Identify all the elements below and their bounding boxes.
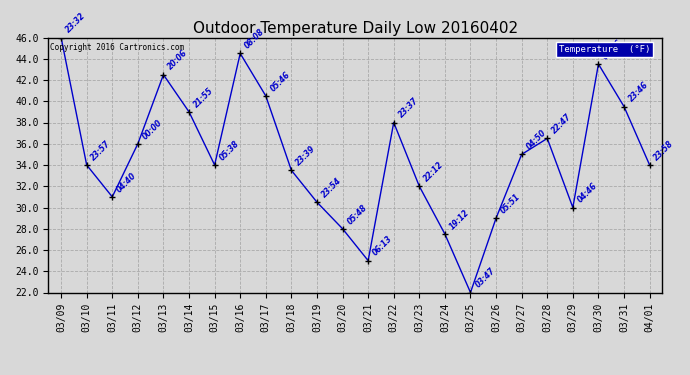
- Text: 22:47: 22:47: [550, 112, 573, 136]
- Text: 21:55: 21:55: [192, 86, 215, 109]
- Text: 23:57: 23:57: [90, 139, 112, 162]
- Text: Copyright 2016 Cartronics.com: Copyright 2016 Cartronics.com: [50, 43, 184, 52]
- Text: 23:54: 23:54: [319, 176, 343, 200]
- Text: 05:48: 05:48: [345, 202, 368, 226]
- Text: 03:47: 03:47: [473, 266, 497, 290]
- Text: 02:26: 02:26: [601, 38, 624, 61]
- Text: 04:50: 04:50: [524, 128, 548, 152]
- Text: 20:06: 20:06: [166, 49, 190, 72]
- Text: 08:08: 08:08: [243, 27, 266, 51]
- Text: 05:38: 05:38: [217, 139, 241, 162]
- Text: 04:40: 04:40: [115, 171, 139, 194]
- Text: 23:37: 23:37: [397, 96, 420, 120]
- Text: 23:32: 23:32: [64, 11, 87, 35]
- Text: 23:39: 23:39: [294, 144, 317, 168]
- Text: 05:46: 05:46: [268, 70, 292, 93]
- Text: 19:12: 19:12: [448, 208, 471, 231]
- Text: 23:58: 23:58: [652, 139, 676, 162]
- Title: Outdoor Temperature Daily Low 20160402: Outdoor Temperature Daily Low 20160402: [193, 21, 518, 36]
- Text: Temperature  (°F): Temperature (°F): [559, 45, 650, 54]
- Text: 04:46: 04:46: [575, 182, 599, 205]
- Text: 06:13: 06:13: [371, 234, 394, 258]
- Text: 00:00: 00:00: [141, 118, 164, 141]
- Text: 22:12: 22:12: [422, 160, 446, 183]
- Text: 23:46: 23:46: [627, 81, 650, 104]
- Text: 05:51: 05:51: [499, 192, 522, 215]
